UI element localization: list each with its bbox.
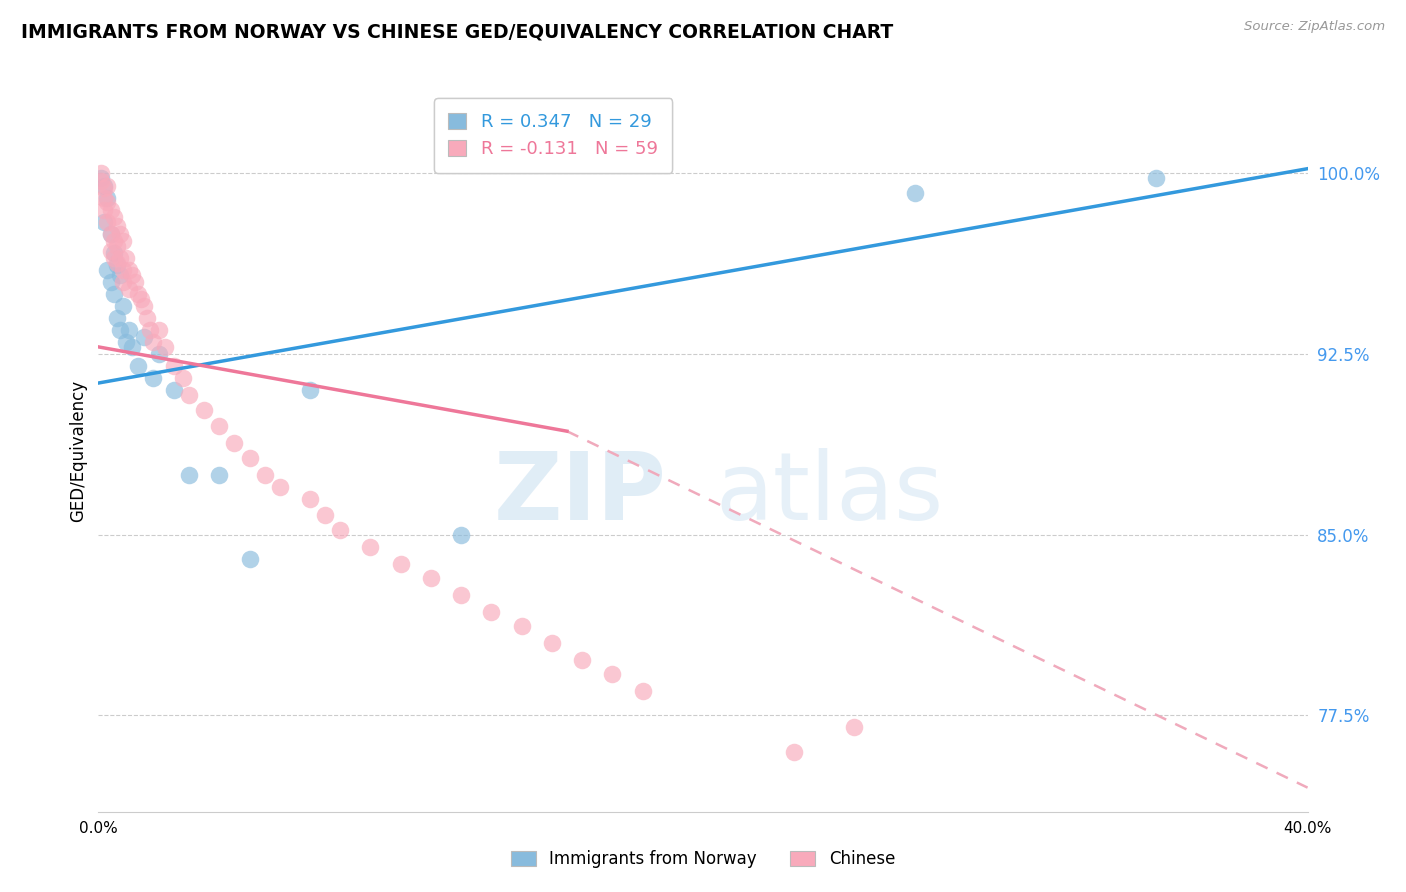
Point <box>129 292 152 306</box>
Point <box>389 557 412 571</box>
Point <box>239 551 262 566</box>
Point <box>114 251 136 265</box>
Point <box>108 323 131 337</box>
Point <box>299 491 322 506</box>
Point <box>103 251 125 265</box>
Y-axis label: GED/Equivalency: GED/Equivalency <box>69 379 87 522</box>
Point <box>93 190 115 204</box>
Point <box>193 402 215 417</box>
Text: ZIP: ZIP <box>494 448 666 540</box>
Point <box>631 684 654 698</box>
Point <box>127 359 149 373</box>
Point <box>163 383 186 397</box>
Point <box>121 268 143 282</box>
Point <box>90 171 112 186</box>
Point <box>253 467 276 482</box>
Point <box>100 244 122 258</box>
Legend: R = 0.347   N = 29, R = -0.131   N = 59: R = 0.347 N = 29, R = -0.131 N = 59 <box>434 98 672 173</box>
Point <box>540 636 562 650</box>
Point <box>153 340 176 354</box>
Point <box>100 227 122 241</box>
Point <box>208 419 231 434</box>
Text: IMMIGRANTS FROM NORWAY VS CHINESE GED/EQUIVALENCY CORRELATION CHART: IMMIGRANTS FROM NORWAY VS CHINESE GED/EQ… <box>21 22 893 41</box>
Point <box>103 234 125 248</box>
Point <box>139 323 162 337</box>
Point <box>108 268 131 282</box>
Point <box>783 744 806 758</box>
Point <box>481 605 503 619</box>
Point <box>96 263 118 277</box>
Point <box>420 571 443 585</box>
Point <box>329 523 352 537</box>
Point <box>103 246 125 260</box>
Point <box>96 178 118 193</box>
Legend: Immigrants from Norway, Chinese: Immigrants from Norway, Chinese <box>505 844 901 875</box>
Point <box>103 287 125 301</box>
Point <box>100 275 122 289</box>
Point <box>93 215 115 229</box>
Point <box>105 311 128 326</box>
Point <box>135 311 157 326</box>
Point <box>314 508 336 523</box>
Point <box>571 653 593 667</box>
Point <box>127 287 149 301</box>
Point <box>1144 171 1167 186</box>
Point <box>148 347 170 361</box>
Point <box>142 371 165 385</box>
Point <box>121 340 143 354</box>
Point <box>108 251 131 265</box>
Point <box>269 480 291 494</box>
Point <box>111 263 134 277</box>
Point <box>111 234 134 248</box>
Text: atlas: atlas <box>716 448 943 540</box>
Point <box>105 258 128 272</box>
Point <box>105 219 128 234</box>
Point <box>844 720 866 734</box>
Point <box>100 202 122 217</box>
Point <box>124 275 146 289</box>
Point <box>103 210 125 224</box>
Point <box>904 186 927 200</box>
Point <box>93 178 115 193</box>
Point <box>93 202 115 217</box>
Point <box>90 166 112 180</box>
Point <box>93 181 115 195</box>
Point <box>114 334 136 349</box>
Point <box>118 323 141 337</box>
Point <box>179 467 201 482</box>
Point <box>602 667 624 681</box>
Point <box>132 330 155 344</box>
Point <box>96 215 118 229</box>
Point <box>299 383 322 397</box>
Point <box>163 359 186 373</box>
Point <box>360 540 382 554</box>
Point <box>450 528 472 542</box>
Point <box>96 190 118 204</box>
Point <box>105 255 128 269</box>
Point <box>239 450 262 465</box>
Point <box>118 282 141 296</box>
Point <box>172 371 194 385</box>
Point <box>224 436 246 450</box>
Point <box>111 275 134 289</box>
Point <box>100 227 122 241</box>
Point <box>96 195 118 210</box>
Point <box>148 323 170 337</box>
Text: Source: ZipAtlas.com: Source: ZipAtlas.com <box>1244 20 1385 33</box>
Point <box>111 299 134 313</box>
Point <box>118 263 141 277</box>
Point <box>90 174 112 188</box>
Point <box>105 238 128 252</box>
Point <box>208 467 231 482</box>
Point <box>510 619 533 633</box>
Point <box>450 588 472 602</box>
Point <box>108 227 131 241</box>
Point <box>179 388 201 402</box>
Point <box>132 299 155 313</box>
Point <box>142 334 165 349</box>
